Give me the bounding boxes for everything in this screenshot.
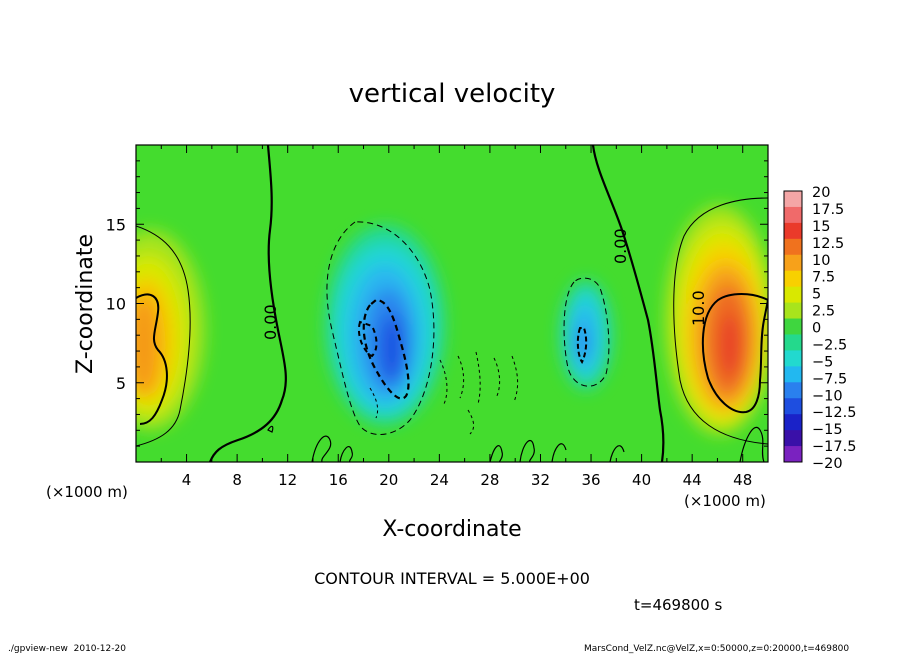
colorbar-label: 15 xyxy=(812,219,830,235)
x-tick-label: 12 xyxy=(278,471,297,489)
contour-negative-left xyxy=(326,221,435,436)
colorbar-label: −2.5 xyxy=(812,337,847,353)
contour-left-updraft xyxy=(136,293,168,425)
x-tick-label: 8 xyxy=(232,471,242,489)
colorbar-label: 17.5 xyxy=(812,202,844,218)
x-tick-label: 28 xyxy=(480,471,499,489)
time-stamp: t=469800 s xyxy=(634,596,722,614)
contour-negative-left-core xyxy=(358,320,378,358)
downdraft-left xyxy=(325,225,445,425)
contour-right-updraft xyxy=(701,293,768,414)
footer-left: ./gpview-new 2010-12-20 xyxy=(8,644,126,654)
y-tick-label: 5 xyxy=(116,374,126,393)
x-axis: 4 8 12 16 20 24 28 32 36 40 44 48 xyxy=(160,145,752,489)
colorbar-swatch xyxy=(784,286,802,304)
colorbar-label: 7.5 xyxy=(812,270,835,286)
colorbar-label: −5 xyxy=(812,354,833,370)
colorbar-swatch xyxy=(784,302,802,320)
colorbar-swatch xyxy=(784,414,802,431)
plot-area: 0.00 0.00 10.0 xyxy=(136,145,768,462)
colorbar-swatch xyxy=(784,206,802,224)
x-tick-label: 32 xyxy=(531,471,550,489)
contour-label-ten: 10.0 xyxy=(689,290,708,326)
colorbar-swatch xyxy=(784,350,802,367)
surface-contours xyxy=(267,425,765,462)
colorbar-label: −15 xyxy=(812,422,843,438)
updraft-left xyxy=(136,230,205,430)
colorbar-label: 20 xyxy=(812,185,830,201)
plot-background xyxy=(136,145,768,462)
x-tick-label: 48 xyxy=(733,471,752,489)
colorbar-label: −17.5 xyxy=(812,439,856,455)
colorbar-label: 2.5 xyxy=(812,304,835,320)
y-tick-label: 15 xyxy=(106,215,126,234)
colorbar-label: 10 xyxy=(812,253,830,269)
contour-interval: CONTOUR INTERVAL = 5.000E+00 xyxy=(314,569,590,588)
colorbar-swatch xyxy=(784,270,802,288)
x-tick-label: 40 xyxy=(632,471,651,489)
colorbar-swatch xyxy=(784,382,802,399)
colorbar-swatch xyxy=(784,334,802,351)
x-tick-label: 44 xyxy=(683,471,702,489)
colorbar-label: 0 xyxy=(812,321,821,337)
colorbar-label: −10 xyxy=(812,388,843,404)
footer-right: MarsCond_VelZ.nc@VelZ,x=0:50000,z=0:2000… xyxy=(584,644,849,654)
y-axis-label: Z-coordinate xyxy=(73,234,98,374)
colorbar-swatch xyxy=(784,191,802,208)
contour-label-zero-right: 0.00 xyxy=(611,228,630,264)
colorbar-frame xyxy=(783,190,803,463)
x-tick-label: 16 xyxy=(329,471,348,489)
y-axis: 5 10 15 xyxy=(106,160,768,447)
colorbar-swatch xyxy=(784,238,802,256)
x-tick-label: 4 xyxy=(182,471,192,489)
contour-negative-right-core xyxy=(576,327,588,364)
contour-zero-right xyxy=(591,145,665,462)
contour-negative-right xyxy=(563,277,610,387)
chart-title: vertical velocity xyxy=(349,79,556,109)
x-axis-unit: (×1000 m) xyxy=(684,492,766,510)
y-tick-label: 10 xyxy=(106,295,126,314)
dashed-fragments xyxy=(369,351,519,435)
colorbar-label: −7.5 xyxy=(812,371,847,387)
x-tick-label: 24 xyxy=(430,471,449,489)
z-axis-unit: (×1000 m) xyxy=(46,483,128,501)
x-axis-label: X-coordinate xyxy=(382,517,521,542)
contour-left-edge xyxy=(136,225,191,447)
colorbar-swatch xyxy=(784,430,802,447)
colorbar-swatch xyxy=(784,222,802,240)
colorbar-swatch xyxy=(784,398,802,415)
contour-negative-left-inner xyxy=(362,298,410,400)
colorbar-swatch xyxy=(784,366,802,383)
x-tick-label: 36 xyxy=(581,471,600,489)
downdraft-right xyxy=(560,280,612,390)
x-tick-label: 20 xyxy=(379,471,398,489)
contour-label-zero-left: 0.00 xyxy=(261,304,280,340)
colorbar: 2017.51512.5107.552.50−2.5−5−7.5−10−12.5… xyxy=(783,185,856,472)
colorbar-label: 12.5 xyxy=(812,236,844,252)
contour-right-edge xyxy=(673,197,768,445)
updraft-right xyxy=(665,205,768,435)
colorbar-label: −12.5 xyxy=(812,405,856,421)
colorbar-swatch xyxy=(784,446,802,463)
colorbar-swatch xyxy=(784,254,802,272)
colorbar-label: −20 xyxy=(812,456,843,472)
contour-zero-left xyxy=(208,145,287,462)
colorbar-label: 5 xyxy=(812,287,821,303)
colorbar-swatch xyxy=(784,318,802,335)
